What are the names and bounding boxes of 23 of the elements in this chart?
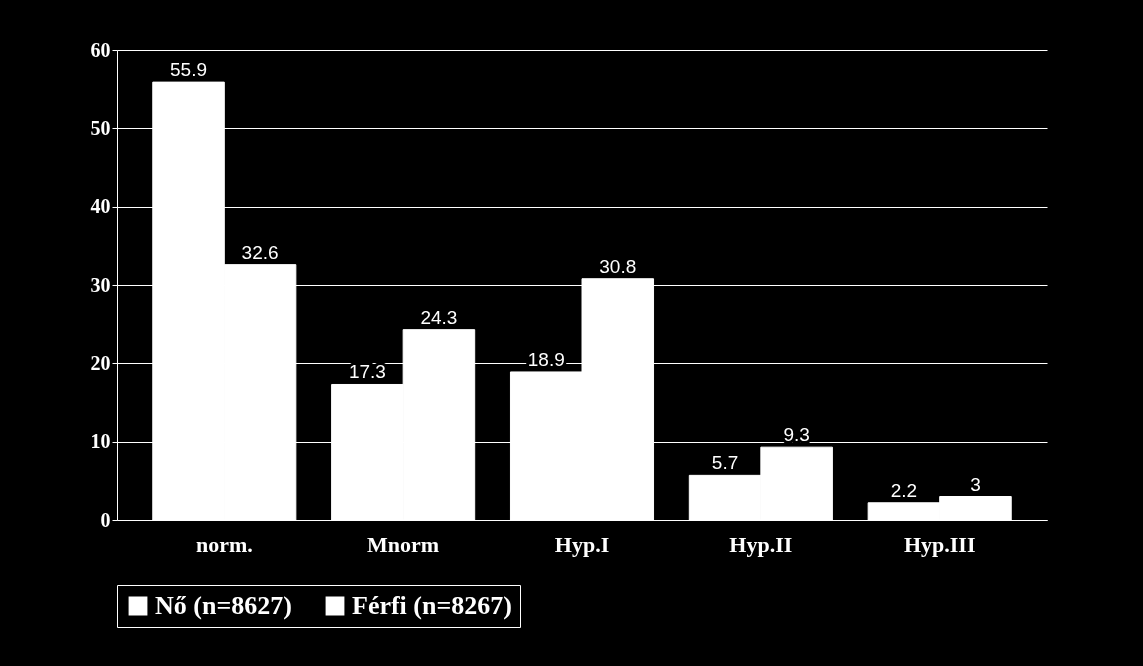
x-tick-label: Mnorm <box>367 531 440 557</box>
y-tick-label: 20 <box>90 351 111 374</box>
x-tick-label: Hyp.II <box>729 531 793 557</box>
data-label: 9.3 <box>783 424 810 446</box>
x-tick-label: Hyp.I <box>554 531 610 557</box>
y-tick-label: 30 <box>90 273 111 296</box>
legend-label: Nő (n=8627) <box>155 591 292 620</box>
y-tick-label: 50 <box>90 116 111 139</box>
data-label: 30.8 <box>599 255 637 277</box>
y-tick-label: 60 <box>90 38 111 61</box>
x-tick-label: norm. <box>195 531 253 557</box>
y-tick-label: 40 <box>90 195 111 218</box>
y-tick-label: 0 <box>100 508 111 531</box>
data-label: 55.9 <box>170 59 208 81</box>
data-label: 2.2 <box>890 479 918 501</box>
legend-label: Férfi (n=8267) <box>352 591 512 620</box>
x-tick-label: Hyp.III <box>903 531 976 557</box>
data-label: 32.6 <box>241 241 279 263</box>
y-tick-label: 10 <box>90 430 111 453</box>
data-label: 17.3 <box>348 361 386 383</box>
data-label: 3 <box>970 473 981 495</box>
data-label: 24.3 <box>420 306 458 328</box>
data-label: 5.7 <box>711 452 739 474</box>
